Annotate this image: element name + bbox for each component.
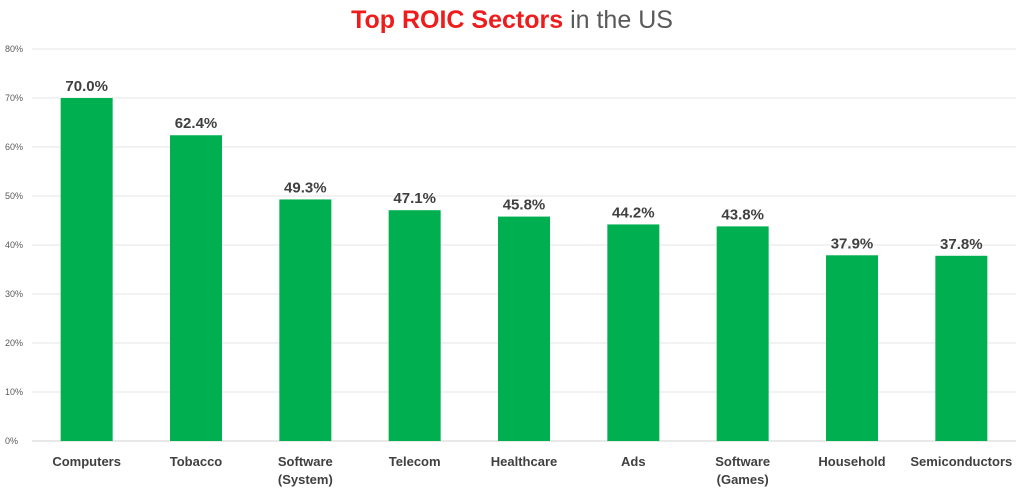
y-tick-label: 0% xyxy=(5,436,18,446)
bar xyxy=(388,210,441,441)
bar xyxy=(826,255,878,441)
y-tick-label: 40% xyxy=(5,240,23,250)
bar xyxy=(607,224,660,441)
x-tick-label: (System) xyxy=(278,472,333,487)
chart-title-rest: in the US xyxy=(563,6,673,34)
data-label: 70.0% xyxy=(65,78,108,95)
y-tick-label: 30% xyxy=(5,289,23,299)
bar xyxy=(716,226,769,441)
data-label: 43.8% xyxy=(721,206,764,223)
data-label: 37.9% xyxy=(831,235,874,252)
data-label: 45.8% xyxy=(503,197,546,214)
x-tick-label: Ads xyxy=(621,454,646,469)
data-label: 44.2% xyxy=(612,204,655,221)
data-label: 62.4% xyxy=(175,115,218,132)
x-tick-label: (Games) xyxy=(717,472,769,487)
bar xyxy=(60,98,113,441)
x-tick-label: Software xyxy=(278,454,333,469)
x-tick-label: Semiconductors xyxy=(910,454,1012,469)
y-tick-label: 70% xyxy=(5,93,23,103)
data-label: 37.8% xyxy=(940,236,983,253)
data-label: 49.3% xyxy=(284,179,327,196)
x-tick-label: Healthcare xyxy=(491,454,557,469)
bar xyxy=(170,135,222,442)
bar xyxy=(498,216,550,441)
x-tick-label: Computers xyxy=(52,454,121,469)
x-tick-label: Software xyxy=(715,454,770,469)
y-tick-label: 20% xyxy=(5,338,23,348)
y-tick-label: 50% xyxy=(5,191,23,201)
bar xyxy=(935,255,988,441)
chart-title-highlight: Top ROIC Sectors xyxy=(351,6,564,34)
y-tick-label: 10% xyxy=(5,387,23,397)
chart-title: Top ROIC Sectors in the US xyxy=(0,6,1024,35)
y-tick-label: 80% xyxy=(5,44,23,54)
bar xyxy=(279,199,332,441)
x-tick-label: Tobacco xyxy=(170,454,223,469)
x-tick-label: Household xyxy=(818,454,885,469)
x-tick-label: Telecom xyxy=(389,454,441,469)
y-tick-label: 60% xyxy=(5,142,23,152)
data-label: 47.1% xyxy=(393,190,436,207)
